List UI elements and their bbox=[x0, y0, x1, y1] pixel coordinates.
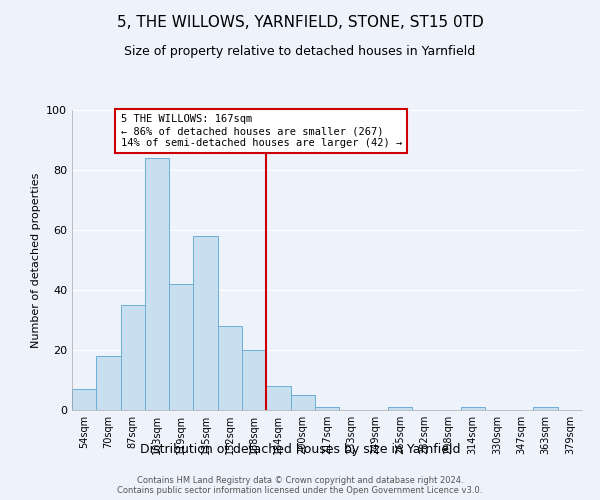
Bar bbox=[169, 284, 193, 410]
Bar bbox=[72, 389, 96, 410]
Bar bbox=[96, 356, 121, 410]
Bar bbox=[533, 407, 558, 410]
Text: Contains HM Land Registry data © Crown copyright and database right 2024.
Contai: Contains HM Land Registry data © Crown c… bbox=[118, 476, 482, 495]
Bar bbox=[193, 236, 218, 410]
Bar bbox=[145, 158, 169, 410]
Text: Size of property relative to detached houses in Yarnfield: Size of property relative to detached ho… bbox=[124, 45, 476, 58]
Bar bbox=[266, 386, 290, 410]
Bar bbox=[461, 407, 485, 410]
Bar bbox=[242, 350, 266, 410]
Bar bbox=[290, 395, 315, 410]
Bar bbox=[315, 407, 339, 410]
Y-axis label: Number of detached properties: Number of detached properties bbox=[31, 172, 41, 348]
Text: Distribution of detached houses by size in Yarnfield: Distribution of detached houses by size … bbox=[140, 442, 460, 456]
Bar bbox=[218, 326, 242, 410]
Bar bbox=[388, 407, 412, 410]
Bar bbox=[121, 305, 145, 410]
Text: 5, THE WILLOWS, YARNFIELD, STONE, ST15 0TD: 5, THE WILLOWS, YARNFIELD, STONE, ST15 0… bbox=[116, 15, 484, 30]
Text: 5 THE WILLOWS: 167sqm
← 86% of detached houses are smaller (267)
14% of semi-det: 5 THE WILLOWS: 167sqm ← 86% of detached … bbox=[121, 114, 402, 148]
